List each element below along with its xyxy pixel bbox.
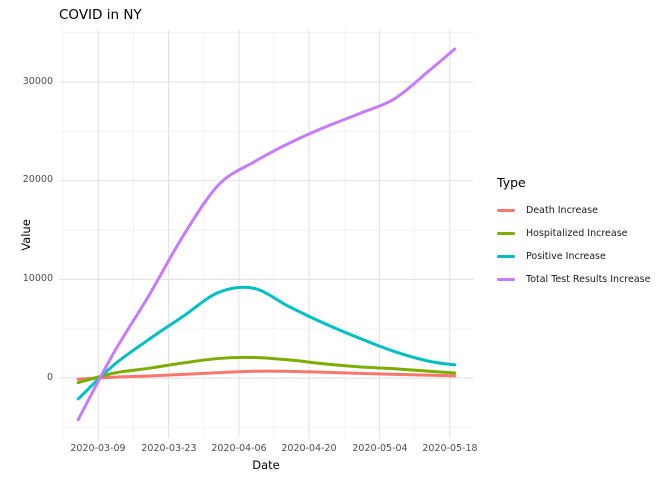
- y-tick-label: 10000: [22, 273, 53, 284]
- legend-key-death-increase: [497, 208, 515, 212]
- chart-title: COVID in NY: [59, 7, 142, 23]
- legend-item: Death Increase: [497, 202, 667, 218]
- series-line-positive-increase: [76, 285, 457, 401]
- x-axis-title: Date: [252, 458, 280, 472]
- legend-item: Positive Increase: [497, 248, 667, 264]
- y-tick-label: 0: [46, 372, 53, 383]
- x-tick-label: 2020-05-04: [352, 443, 408, 454]
- legend: Type Death Increase Hospitalized Increas…: [497, 176, 667, 294]
- series-line-death-increase: [76, 369, 457, 381]
- legend-label: Total Test Results Increase: [526, 273, 651, 285]
- y-tick-label: 30000: [22, 76, 53, 87]
- legend-key-positive-increase: [497, 254, 515, 258]
- x-tick-label: 2020-03-09: [70, 443, 126, 454]
- x-tick-label: 2020-05-18: [422, 443, 478, 454]
- legend-key-total-test-results-increase: [497, 277, 515, 281]
- series-line-hospitalized-increase: [76, 355, 457, 385]
- legend-title: Type: [497, 175, 526, 190]
- x-tick-label: 2020-04-06: [211, 443, 267, 454]
- y-tick-label: 20000: [22, 174, 53, 185]
- y-axis-title: Value: [19, 219, 33, 251]
- x-tick-label: 2020-03-23: [141, 443, 197, 454]
- legend-key-hospitalized-increase: [497, 231, 515, 235]
- x-tick-label: 2020-04-20: [281, 443, 337, 454]
- legend-item: Hospitalized Increase: [497, 225, 667, 241]
- legend-label: Death Increase: [526, 204, 598, 216]
- legend-label: Hospitalized Increase: [526, 227, 628, 239]
- legend-label: Positive Increase: [526, 250, 606, 262]
- legend-item: Total Test Results Increase: [497, 271, 667, 287]
- series-line-total-test-results-increase: [76, 47, 457, 422]
